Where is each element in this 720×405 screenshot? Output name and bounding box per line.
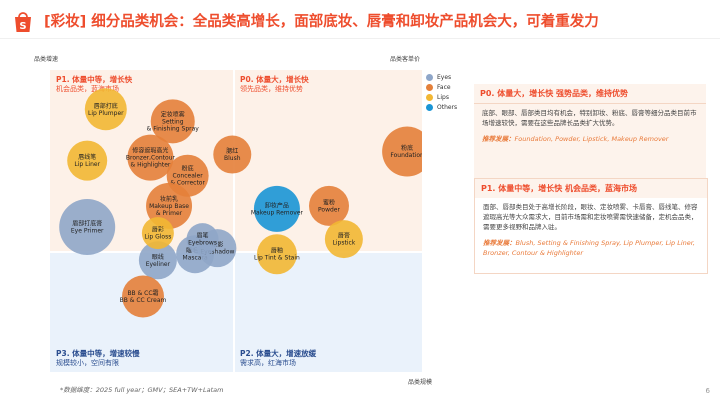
quadrant-p0-subtitle: 领先品类，维持优势 [240, 85, 303, 93]
bubble-label: 蜜粉 Powder [318, 198, 340, 213]
bubble-eyes [186, 223, 219, 256]
bubble-face [309, 185, 349, 226]
bubble-label: BB & CC霜 BB & CC Cream [120, 290, 167, 304]
quadrant-p3-subtitle: 规模较小，空间有限 [56, 359, 119, 367]
footnote: *数据维度：2025 full year；GMV；SEA+TW+Latam [60, 386, 224, 394]
quadrant-p2-subtitle: 需求高，红海市场 [240, 359, 296, 367]
bubble-lips [324, 220, 363, 259]
legend-dot [426, 83, 433, 91]
bubble-label: 卸妆产品 Makeup Remover [251, 201, 304, 216]
bubble-label: 唇彩 Lip Gloss [144, 226, 171, 241]
bubble-label: 粉底 Concealer & Corrector [170, 165, 205, 187]
quadrant-p1-title: P1. 体量中等，增长快 [56, 75, 133, 84]
bubble-label: 唇膏 Lipstick [333, 232, 356, 247]
bubble-face [382, 126, 422, 177]
bubble-lips [67, 140, 108, 181]
legend-label: Eyes [437, 73, 452, 81]
page-number: 6 [705, 387, 710, 395]
bubble-label: 唇釉 Lip Tint & Stain [254, 247, 300, 262]
card-p1-rec-key: 推荐发展： [483, 239, 516, 247]
bubble-lips [84, 88, 127, 131]
chart-legend: Eyes Face Lips Others [426, 72, 457, 112]
bubble-label: 粉底 Foundation [390, 144, 422, 159]
legend-dot [426, 93, 433, 101]
x-axis-top-label: 品类客单价 [390, 56, 421, 63]
card-p0-rec-key: 推荐发展： [482, 135, 515, 143]
bubble-others [253, 185, 300, 232]
quadrant-plot: P1. 体量中等，增长快 机会品类，蓝海市场 P0. 体量大，增长快 领先品类，… [50, 70, 422, 372]
card-p0: P0. 体量大，增长快 强势品类，维持优势 底部、眼部、唇部类目均有机会，特别卸… [474, 84, 706, 178]
bubble-face [213, 135, 252, 174]
card-p0-recommendation: 推荐发展：Foundation, Powder, Lipstick, Makeu… [474, 132, 706, 148]
legend-label: Face [437, 83, 451, 91]
legend-item-others: Others [426, 102, 457, 112]
card-p1-body: 面部、唇部类目处于高增长阶段，眼妆、定妆喷雾、卡唇膏、唇线笔、修容遮瑕高光等大众… [483, 203, 698, 231]
page-title: [彩妆] 细分品类机会：全品类高增长，面部底妆、唇膏和卸妆产品机会大，可着重发力 [44, 14, 599, 30]
card-p1: P1. 体量中等，增长快 机会品类，蓝海市场 面部、唇部类目处于高增长阶段，眼妆… [474, 178, 708, 274]
legend-dot [426, 73, 433, 81]
bubble-lips [141, 217, 174, 250]
svg-text:S: S [19, 21, 26, 32]
bubble-label: 妆前乳 Makeup Base & Primer [149, 195, 189, 217]
card-p0-title: P0. 体量大，增长快 强势品类，维持优势 [474, 84, 706, 104]
card-p1-title: P1. 体量中等，增长快 机会品类，蓝海市场 [475, 179, 707, 198]
bubble-face [122, 275, 164, 318]
bubble-label: 定妆喷雾 Setting & Finishing Spray [147, 110, 200, 132]
title-divider [0, 38, 720, 39]
x-axis-label: 品类规模 [408, 379, 433, 386]
quadrant-p0-title: P0. 体量大，增长快 [240, 75, 309, 84]
legend-label: Lips [437, 93, 449, 101]
legend-label: Others [437, 103, 458, 111]
bubble-label: 唇部打底 Lip Plumper [88, 102, 124, 117]
bubble-label: 唇线笔 Lip Liner [74, 153, 100, 168]
card-p1-rec-text: Blush, Setting & Finishing Spray, Lip Pl… [483, 239, 695, 257]
bubble-lips [256, 234, 297, 275]
bubble-label: 眉笔 Eyebrows [188, 232, 217, 247]
bubble-label: 眼线 Eyeliner [146, 253, 171, 268]
bubble-eyes [138, 241, 177, 280]
bubble-face [127, 134, 174, 181]
legend-dot [426, 103, 433, 111]
quadrant-p1-subtitle: 机会品类，蓝海市场 [56, 85, 119, 93]
legend-item-lips: Lips [426, 92, 457, 102]
bubble-eyes [59, 199, 116, 256]
card-p1-recommendation: 推荐发展：Blush, Setting & Finishing Spray, L… [475, 236, 707, 262]
quadrant-p3-title: P3. 体量中等，增速较慢 [56, 349, 140, 358]
bubble-label: 眉部打底膏 Eye Primer [71, 220, 104, 235]
quadrant-p2-title: P2. 体量大，增速放缓 [240, 349, 317, 358]
card-p0-rec-text: Foundation, Powder, Lipstick, Makeup Rem… [514, 135, 669, 143]
y-axis-label: 品类增速 [34, 56, 59, 63]
legend-item-face: Face [426, 82, 457, 92]
bubble-label: 腮红 Blush [224, 147, 241, 162]
bubble-face [150, 99, 195, 144]
shopee-logo-icon: S [15, 12, 31, 32]
card-p0-body: 底部、眼部、唇部类目均有机会，特别卸妆、粉底、唇膏等细分品类目前市场增速较快，需… [482, 109, 697, 127]
legend-item-eyes: Eyes [426, 72, 457, 82]
quadrant-p2-bg [235, 253, 422, 372]
bubble-label: 修容遮瑕高光 Bronzer,Contour & Highlighter [126, 147, 176, 169]
